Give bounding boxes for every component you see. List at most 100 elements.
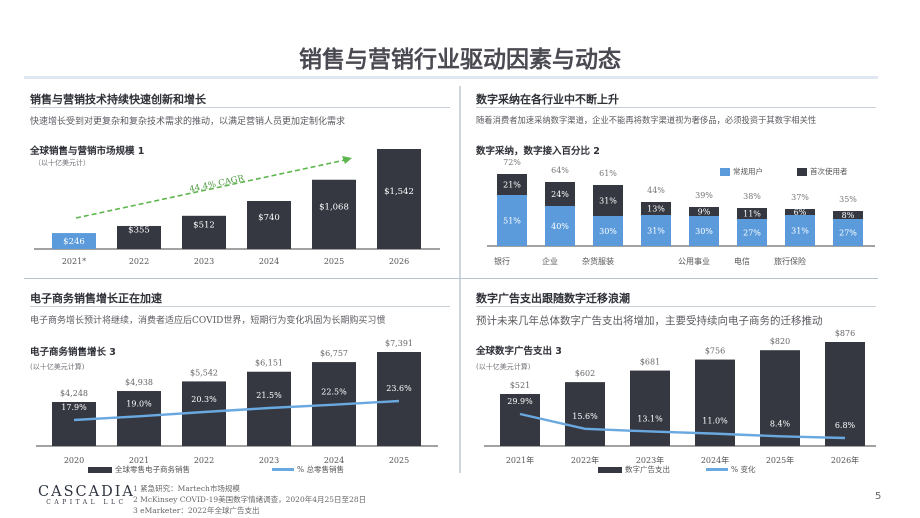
stack-segment-regular (737, 219, 767, 246)
bar-value-label: $512 (193, 220, 215, 230)
line-value-label: 11.0% (702, 417, 728, 426)
stack-segment-first-time (545, 182, 575, 206)
legend-swatch-ecommerce (88, 466, 112, 473)
regular-value-label: 40% (551, 222, 569, 231)
regular-value-label: 30% (599, 227, 617, 236)
bar (760, 350, 800, 446)
line-value-label: 21.5% (256, 391, 282, 400)
regular-value-label: 31% (791, 227, 809, 236)
bar-value-label: $876 (835, 329, 855, 338)
chart-unit-martech: （以十亿美元计） (34, 159, 90, 167)
line-value-label: 29.9% (507, 397, 533, 406)
section-title-digital-ad: 数字广告支出跟随数字迁移浪潮 (476, 292, 630, 305)
x-tick-label: 2025 (389, 456, 409, 465)
x-tick-label: 2023 (194, 257, 214, 266)
x-tick-label: 2024 (259, 257, 279, 266)
line-value-label: 22.5% (321, 388, 347, 397)
page-title: 销售与营销行业驱动因素与动态 (299, 47, 621, 73)
first-time-value-label: 31% (599, 197, 617, 206)
stack-segment-regular (785, 215, 815, 246)
section-title-ecommerce: 电子商务销售增长正在加速 (30, 292, 162, 305)
x-tick-label: 2023 (259, 456, 279, 465)
x-tick-label: 2024 (324, 456, 344, 465)
section-desc-adoption: 随着消费者加速采纳数字渠道，企业不能再将数字渠道视为奢侈品，必须投资于其数字相关… (476, 115, 817, 125)
legend-digital-ad-line: % 变化 (706, 464, 756, 475)
regular-value-label: 51% (503, 217, 521, 226)
bar (500, 394, 540, 446)
section-underline (30, 306, 450, 307)
first-time-value-label: 8% (842, 211, 855, 220)
title-rule (24, 76, 878, 79)
x-tick-label: 电信 (734, 256, 750, 266)
line-value-label: 15.6% (572, 412, 598, 421)
stack-segment-first-time (737, 208, 767, 219)
stack-segment-regular (497, 195, 527, 246)
footnotes: 1 紧急研究：Martech市场规模 2 McKinsey COVID-19美国… (133, 483, 366, 516)
stack-segment-first-time (497, 174, 527, 195)
total-label: 37% (791, 193, 809, 202)
stack-segment-first-time (689, 207, 719, 216)
stack-segment-first-time (593, 185, 623, 216)
line-value-label: 17.9% (61, 403, 87, 412)
stack-segment-regular (641, 215, 671, 246)
bar (695, 359, 735, 446)
chart-title-martech: 全球销售与营销市场规模 1 (30, 146, 145, 157)
stack-segment-regular (689, 216, 719, 246)
x-tick-label: 2025年 (766, 455, 794, 465)
legend-regular-users: 常规用户 (720, 166, 763, 177)
footnote: 3 eMarketer：2022年全球广告支出 (133, 506, 260, 515)
line-value-label: 20.3% (191, 395, 217, 404)
bar-value-label: $6,757 (320, 349, 348, 358)
x-tick-label: 2026年 (831, 455, 859, 465)
bar-value-label: $4,938 (125, 378, 153, 387)
series-line (519, 412, 846, 440)
total-label: 44% (647, 186, 665, 195)
legend-ecommerce-line: % 总零售销售 (272, 464, 344, 475)
section-underline (30, 107, 450, 108)
legend-ecommerce-bars: 全球零售电子商务销售 (88, 464, 190, 475)
first-time-value-label: 9% (698, 208, 711, 217)
section-desc-martech: 快速增长受到对更复杂和复杂技术需求的推动，以满足营销人员更加定制化需求 (30, 117, 346, 127)
cagr-arrowhead (342, 156, 352, 164)
x-tick-label: 2026 (389, 257, 409, 266)
chart-unit-digital-ad: (以十亿美元计算) (476, 363, 531, 371)
stack-segment-regular (593, 216, 623, 246)
x-tick-label: 2020 (64, 456, 84, 465)
legend-swatch-regular (720, 167, 730, 176)
x-tick-label: 企业 (542, 256, 558, 266)
first-time-value-label: 6% (794, 208, 807, 217)
section-underline (476, 306, 876, 307)
x-tick-label: 公用事业 (678, 256, 710, 266)
bar (377, 352, 421, 446)
vertical-divider (459, 86, 461, 473)
series-line (73, 399, 400, 422)
chart-title-digital-ad: 全球数字广告支出 3 (476, 346, 562, 357)
line-value-label: 19.0% (126, 399, 152, 408)
bar-value-label: $1,542 (384, 187, 414, 197)
section-desc-digital-ad: 预计未来几年总体数字广告支出将增加，主要受持续向电子商务的迁移推动 (476, 315, 823, 327)
bar (117, 391, 161, 446)
section-underline (476, 107, 876, 108)
bar-value-label: $1,068 (319, 202, 349, 212)
x-tick-label: 2022 (129, 257, 149, 266)
bar (630, 370, 670, 446)
x-tick-label: 2025 (324, 257, 344, 266)
bar (825, 342, 865, 446)
line-value-label: 6.8% (835, 421, 856, 430)
footnote: 2 McKinsey COVID-19美国数字情绪调查，2020年4月25日至2… (133, 495, 367, 504)
stack-segment-first-time (785, 209, 815, 215)
line-value-label: 8.4% (770, 419, 791, 428)
x-tick-label: 2022年 (571, 455, 599, 465)
bar-value-label: $820 (770, 337, 790, 346)
bar (312, 179, 356, 249)
x-tick-label: 2021* (62, 257, 86, 266)
x-tick-label: 2021年 (506, 455, 534, 465)
section-desc-ecommerce: 电子商务增长预计将继续，消费者适应后COVID世界，短期行为变化巩固为长期购买习… (30, 316, 386, 326)
chart-unit-ecommerce: (以十亿美元计算) (30, 363, 85, 371)
bar-value-label: $681 (640, 358, 660, 367)
bar (565, 382, 605, 446)
stack-segment-first-time (641, 202, 671, 215)
bar-value-label: $521 (510, 381, 530, 390)
